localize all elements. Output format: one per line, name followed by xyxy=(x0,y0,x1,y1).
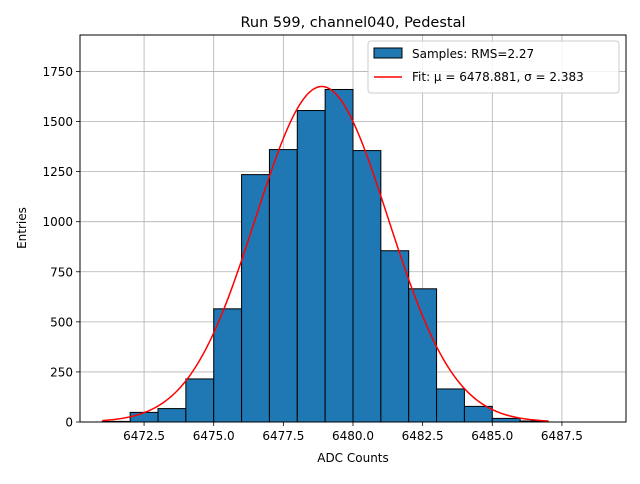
x-tick-label: 6482.5 xyxy=(402,429,444,443)
y-tick-label: 250 xyxy=(50,365,73,379)
legend-label-samples: Samples: RMS=2.27 xyxy=(412,47,534,61)
legend-swatch-samples xyxy=(373,47,403,59)
histogram-bar xyxy=(241,174,270,423)
y-tick-label: 1000 xyxy=(42,215,73,229)
x-axis-label: ADC Counts xyxy=(317,451,389,465)
x-tick-label: 6485.0 xyxy=(471,429,513,443)
histogram-bar xyxy=(436,388,465,423)
y-tick-label: 0 xyxy=(65,416,73,430)
legend: Samples: RMS=2.27 Fit: μ = 6478.881, σ =… xyxy=(367,40,620,94)
fit-curve xyxy=(102,85,549,422)
x-tick-label: 6472.5 xyxy=(123,429,165,443)
histogram-bar xyxy=(129,411,159,423)
histogram-bar xyxy=(463,405,493,423)
histogram-bar xyxy=(352,150,382,423)
histogram-bars xyxy=(101,88,549,423)
y-tick-label: 500 xyxy=(50,315,73,329)
y-axis-label: Entries xyxy=(15,207,29,249)
x-tick-label: 6480.0 xyxy=(332,429,374,443)
histogram-bar xyxy=(296,110,326,423)
y-tick-label: 1750 xyxy=(42,65,73,79)
x-tick-label: 6475.0 xyxy=(193,429,235,443)
legend-label-fit: Fit: μ = 6478.881, σ = 2.383 xyxy=(412,70,584,84)
histogram-bar xyxy=(324,88,354,423)
x-tick-label: 6487.5 xyxy=(541,429,583,443)
legend-box xyxy=(367,40,620,94)
histogram-bar xyxy=(185,378,215,423)
y-axis-ticks: 0 250 500 750 1000 1250 1500 1750 xyxy=(42,65,80,430)
x-axis-ticks: 6472.5 6475.0 6477.5 6480.0 6482.5 6485.0 6487… xyxy=(123,422,583,443)
histogram-bar xyxy=(380,250,410,423)
y-tick-label: 1500 xyxy=(42,115,73,129)
chart-title: Run 599, channel040, Pedestal xyxy=(240,15,465,31)
y-tick-label: 750 xyxy=(50,265,73,279)
histogram-bar xyxy=(157,408,187,423)
y-tick-label: 1250 xyxy=(42,165,73,179)
histogram-bar xyxy=(213,308,243,423)
x-tick-label: 6477.5 xyxy=(262,429,304,443)
histogram-bar xyxy=(491,417,521,423)
histogram-bar xyxy=(408,288,438,423)
histogram-bar xyxy=(268,149,298,423)
